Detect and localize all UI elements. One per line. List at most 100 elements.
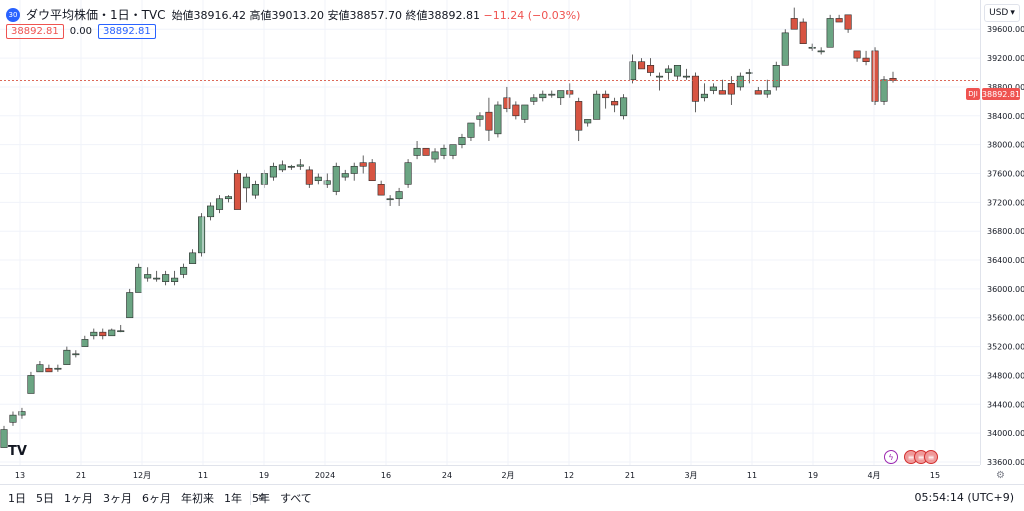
candle-body (153, 277, 161, 280)
candle (251, 180, 259, 199)
range-5y[interactable]: 5年 (252, 492, 270, 505)
candle-body (808, 46, 816, 49)
price-axis: 39600.00 39200.00 38800.00 38400.00 38000.00… (987, 25, 1024, 467)
buy-button[interactable]: 38892.81 (97, 24, 156, 39)
candle-body (844, 14, 852, 30)
candle-body (63, 349, 71, 365)
candle (736, 72, 744, 91)
time-tick-label: 11 (747, 471, 757, 480)
candle-body (682, 75, 690, 78)
range-3m[interactable]: 3ヶ月 (103, 492, 132, 505)
candle (467, 122, 475, 142)
bolt-icon[interactable]: ϟ (884, 450, 898, 464)
bottom-toolbar: 1日 5日 1ヶ月 3ヶ月 6ヶ月 年初来 1年 5年 すべて ⌗ 05:54:… (0, 484, 1024, 511)
time-tick-label: 13 (15, 471, 25, 480)
range-all[interactable]: すべて (280, 492, 312, 505)
candle-body (512, 104, 520, 117)
candle-body (189, 252, 197, 264)
candle (817, 47, 825, 55)
candle-body (180, 266, 188, 275)
candle (629, 54, 637, 84)
candle (512, 101, 520, 120)
candle-body (81, 339, 89, 347)
candle-body (871, 50, 879, 102)
price-tick-label: 39600.00 (987, 25, 1024, 34)
price-tick-label: 34000.00 (987, 429, 1024, 438)
price-tick-label: 35600.00 (987, 314, 1024, 323)
candle-body (242, 176, 250, 189)
candle (763, 79, 771, 98)
candle-body (700, 93, 708, 99)
candle (117, 324, 125, 333)
clock-readout[interactable]: 05:54:14 (UTC+9) (914, 491, 1014, 504)
tradingview-logo-icon[interactable]: 𝗧𝗩 (8, 444, 27, 459)
toolbar-divider (250, 491, 251, 505)
time-tick-label: 24 (442, 471, 452, 480)
trade-badges: 38892.81 0.00 38892.81 (6, 24, 156, 39)
candle (36, 361, 44, 373)
candle-body (638, 61, 646, 70)
candle-body (602, 93, 610, 99)
candle (386, 195, 394, 206)
symbol-title[interactable]: ダウ平均株価・1日・TVC (26, 8, 166, 22)
us-flag-icon[interactable]: ≡ (924, 450, 938, 464)
candle-body (278, 164, 286, 171)
time-tick-label: 15 (930, 471, 940, 480)
chevron-down-icon: ▾ (1010, 8, 1015, 18)
candle (440, 144, 448, 160)
candle (27, 371, 35, 394)
time-tick-label: 11 (198, 471, 208, 480)
candle-body (611, 101, 619, 106)
candle-body (0, 429, 8, 448)
price-scale[interactable]: 39600.00 39200.00 38800.00 38400.00 38000.00… (980, 0, 1024, 467)
candle-body (476, 115, 484, 120)
range-6m[interactable]: 6ヶ月 (142, 492, 171, 505)
candle-body (467, 122, 475, 138)
candle-body (27, 375, 35, 394)
chart-area[interactable] (0, 0, 980, 465)
candle (485, 97, 493, 142)
candle (9, 411, 17, 426)
candle (709, 83, 717, 95)
candle (108, 328, 116, 337)
chart-legend: 30 ダウ平均株価・1日・TVC 始値38916.42 高値39013.20 安… (6, 6, 580, 23)
sell-button[interactable]: 38892.81 (6, 24, 64, 39)
gear-icon[interactable]: ⚙ (996, 470, 1005, 481)
symbol-logo-icon[interactable]: 30 (6, 7, 20, 22)
currency-selector[interactable]: USD ▾ (984, 4, 1020, 22)
candlestick-chart[interactable] (0, 0, 980, 465)
range-1d[interactable]: 1日 (8, 492, 26, 505)
candle (368, 159, 376, 182)
candle (314, 173, 322, 185)
symbol-price-tag: DJI (966, 88, 980, 100)
candle-body (530, 97, 538, 102)
time-tick-label: 16 (381, 471, 391, 480)
range-1m[interactable]: 1ヶ月 (64, 492, 93, 505)
candle (539, 90, 547, 102)
range-5d[interactable]: 5日 (36, 492, 54, 505)
candle-body (90, 331, 98, 337)
price-tick-label: 36000.00 (987, 285, 1024, 294)
candle (395, 187, 403, 206)
candle (305, 166, 313, 188)
price-tick-label: 38400.00 (987, 112, 1024, 121)
candle-body (880, 79, 888, 102)
candle-body (368, 162, 376, 182)
range-ytd[interactable]: 年初来 (181, 492, 214, 505)
candle (449, 144, 457, 160)
candle-body (126, 292, 134, 319)
candle (63, 346, 71, 365)
calendar-icon[interactable]: ⌗ (258, 490, 265, 504)
candle (323, 173, 331, 188)
range-1y[interactable]: 1年 (224, 492, 242, 505)
candle (655, 72, 664, 91)
candle-body (251, 184, 259, 196)
candle (341, 169, 349, 181)
candle-body (790, 18, 798, 30)
candle-body (485, 111, 493, 131)
candle (332, 162, 340, 196)
price-tick-label: 38800.00 (987, 83, 1024, 92)
time-scale[interactable]: 13 21 12月 11 19 2024 16 24 2月 12 21 3月 11 19 4月 15 (0, 465, 980, 484)
candle (611, 97, 619, 113)
candle-body (781, 32, 789, 66)
